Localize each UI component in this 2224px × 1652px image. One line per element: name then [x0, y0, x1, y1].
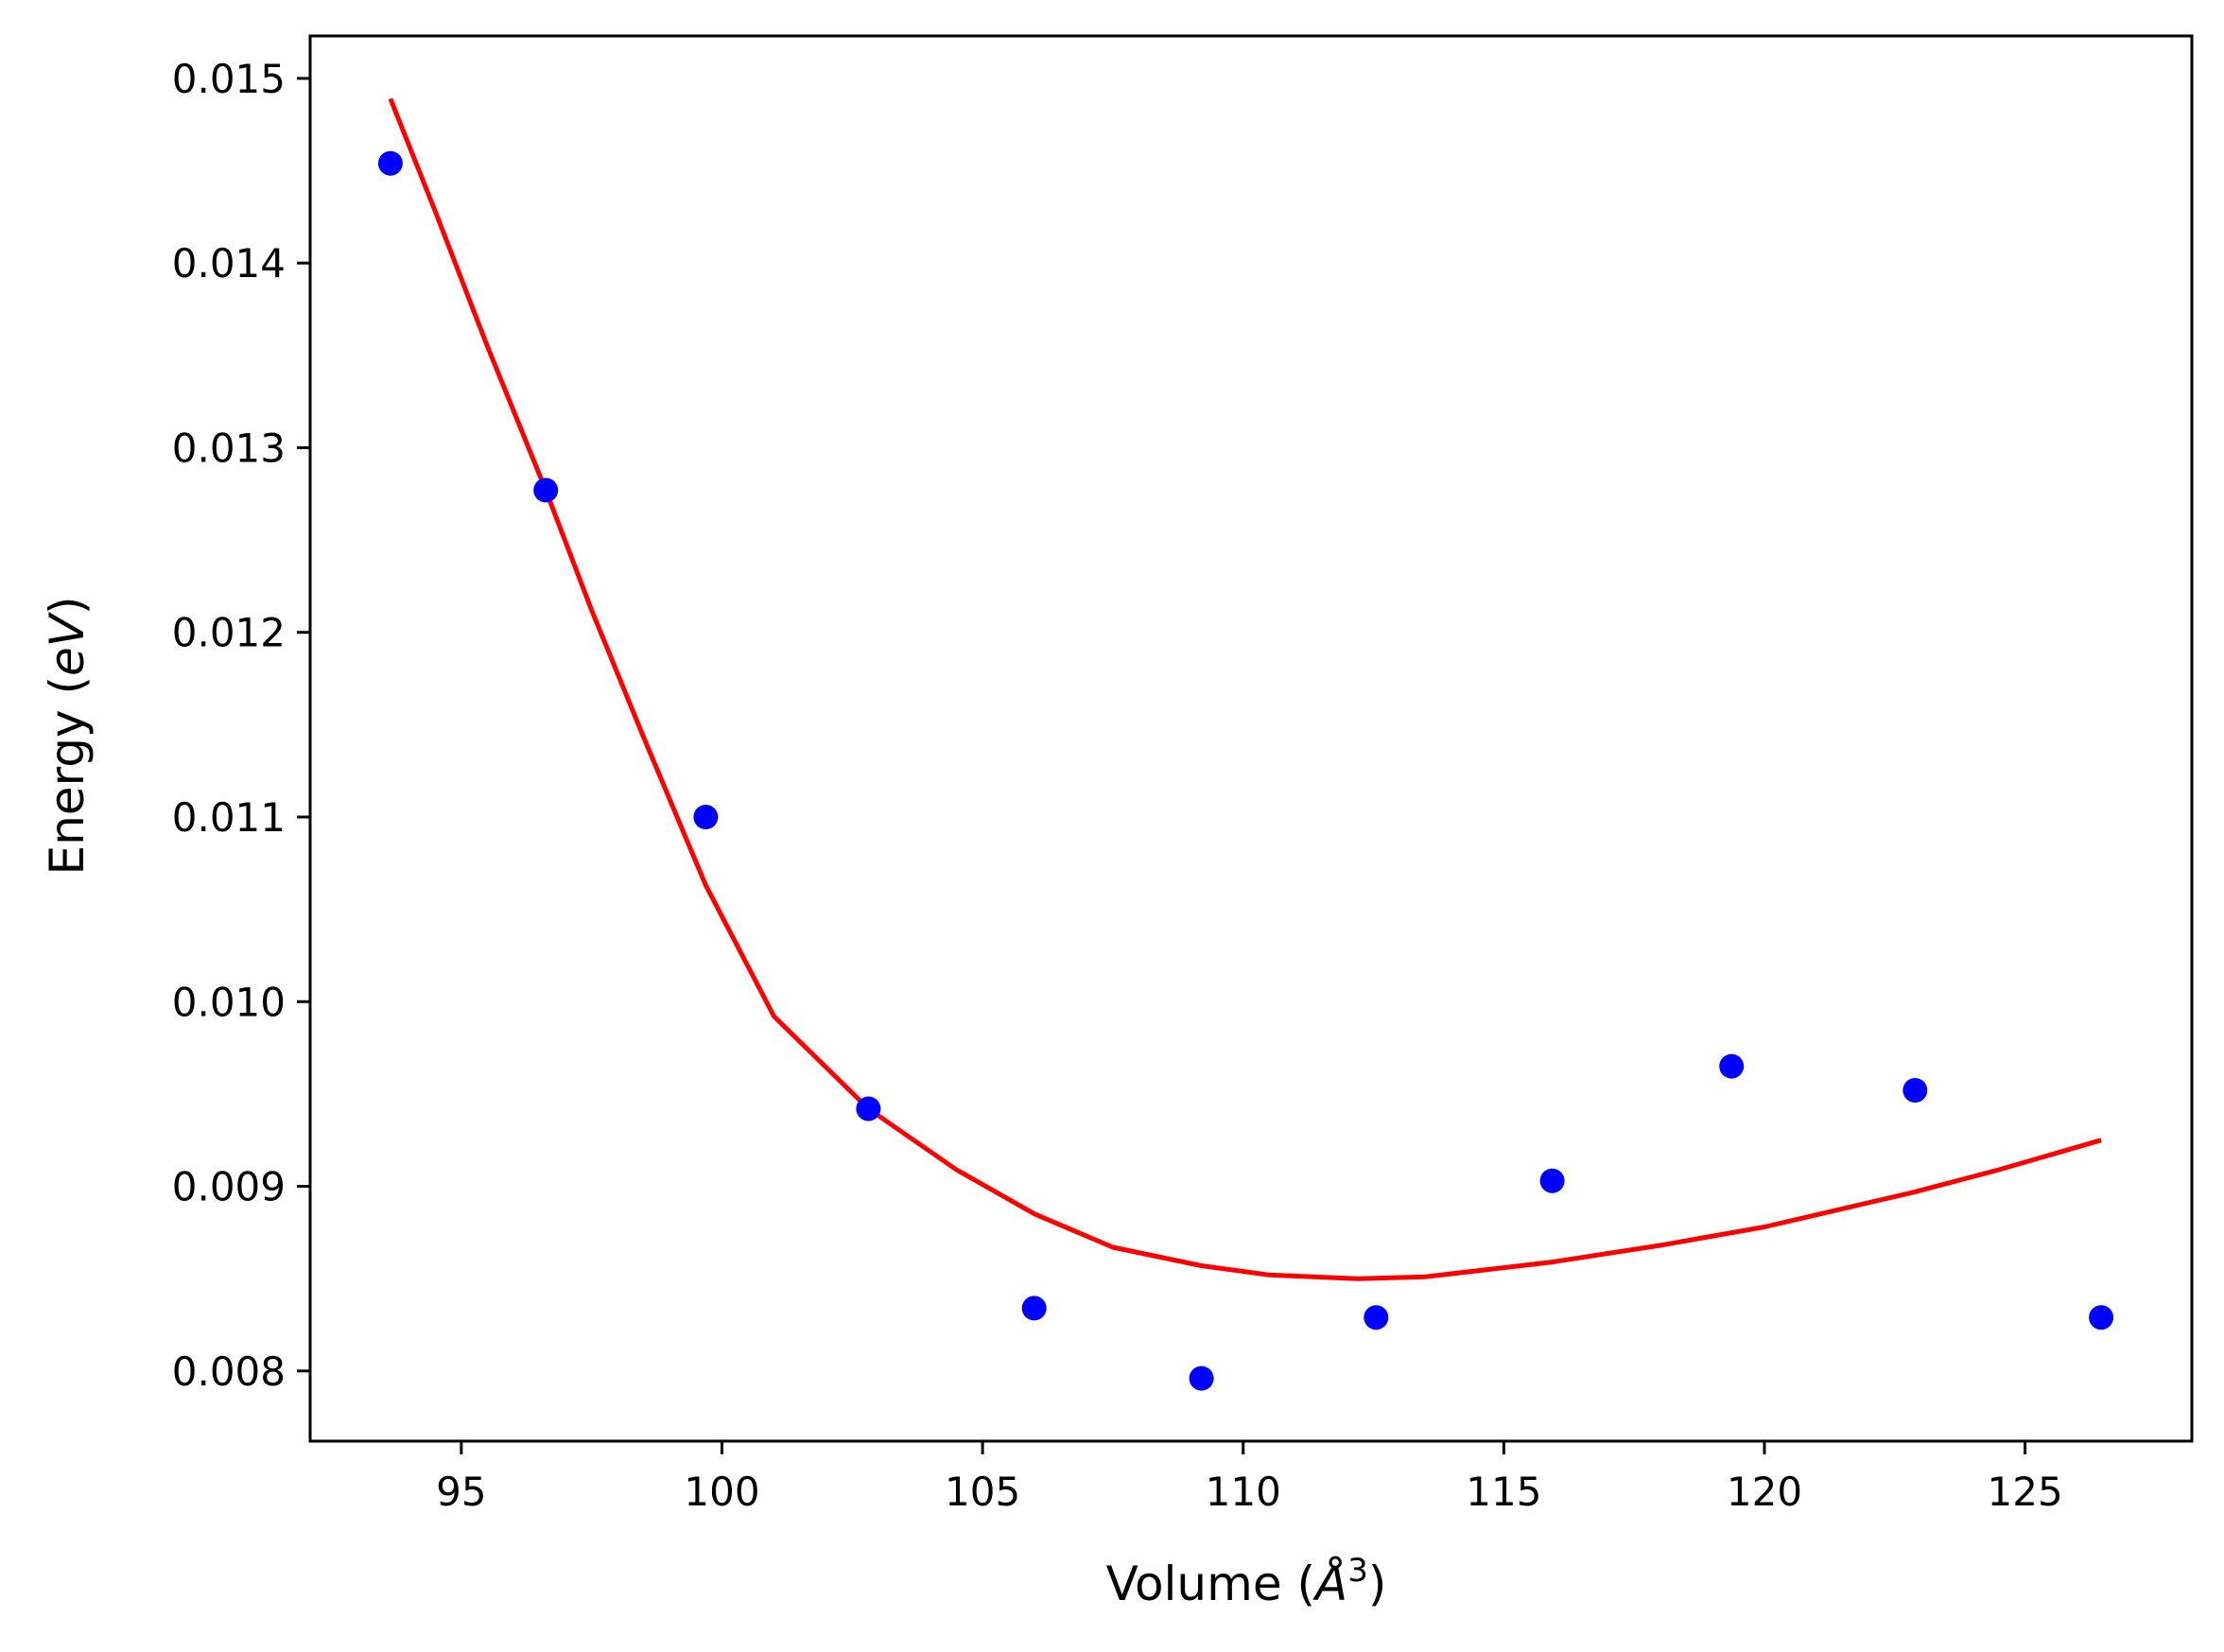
data-point — [1719, 1053, 1745, 1079]
data-point — [1903, 1078, 1928, 1103]
data-point — [533, 478, 559, 503]
axes: 95 100 105 110 115 120 125 0.008 0.009 0.010 0.011… — [172, 34, 2194, 1515]
fit-curve-line — [388, 97, 2102, 1281]
y-tick-label: 0.010 — [172, 979, 286, 1025]
plot-area — [377, 97, 2114, 1391]
y-tick-label: 0.015 — [172, 56, 286, 102]
data-point — [1364, 1305, 1389, 1330]
x-tick-label: 110 — [1206, 1469, 1281, 1515]
data-point — [693, 805, 719, 829]
data-point — [2089, 1305, 2114, 1330]
x-tick-label: 100 — [684, 1469, 759, 1515]
y-tick-label: 0.009 — [172, 1164, 286, 1210]
data-point — [1189, 1365, 1214, 1391]
axes-frame — [308, 34, 2194, 1443]
y-tick-label: 0.014 — [172, 240, 286, 287]
data-point — [856, 1096, 881, 1122]
y-tick-label: 0.011 — [172, 794, 286, 841]
data-point — [377, 150, 403, 176]
x-tick-label: 105 — [945, 1469, 1020, 1515]
x-tick-label: 120 — [1727, 1469, 1802, 1515]
x-tick-label: 125 — [1988, 1469, 2063, 1515]
y-tick-label: 0.013 — [172, 425, 286, 471]
y-tick-label: 0.012 — [172, 610, 286, 656]
x-tick-label: 95 — [436, 1469, 486, 1515]
data-point — [1539, 1168, 1565, 1193]
x-axis-label: Volume (Å3) — [1106, 1552, 1387, 1611]
y-tick-label: 0.008 — [172, 1348, 286, 1395]
data-point — [1021, 1296, 1047, 1321]
y-axis-label: Energy (eV) — [40, 597, 95, 876]
x-tick-label: 115 — [1466, 1469, 1541, 1515]
